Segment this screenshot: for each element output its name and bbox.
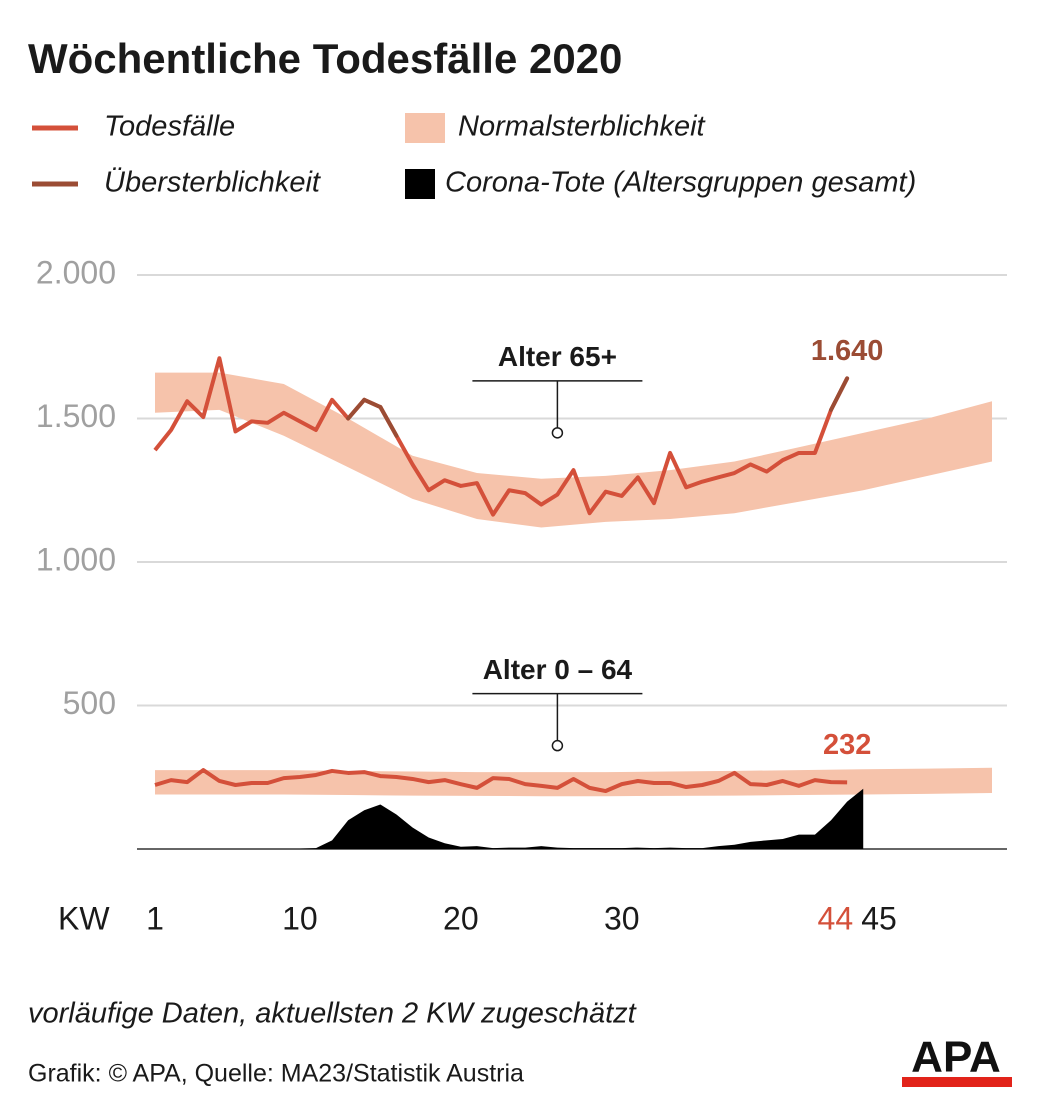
panel-label: Alter 0 – 64 <box>483 654 633 685</box>
source: Grafik: © APA, Quelle: MA23/Statistik Au… <box>28 1060 524 1088</box>
legend-label: Übersterblichkeit <box>104 167 322 199</box>
value-label: 232 <box>823 729 871 761</box>
y-tick-label: 1.000 <box>36 541 116 577</box>
normal-band <box>155 372 992 528</box>
panel-label: Alter 65+ <box>498 341 617 372</box>
x-tick-label: 44 <box>818 900 854 936</box>
legend-swatch <box>405 169 435 199</box>
corona-area <box>155 788 864 849</box>
y-tick-label: 500 <box>63 685 116 721</box>
note: vorläufige Daten, aktuellsten 2 KW zuges… <box>28 998 638 1030</box>
deaths-line <box>153 356 849 517</box>
y-tick-label: 2.000 <box>36 254 116 290</box>
x-tick-label: 1 <box>146 900 164 936</box>
normal-band <box>155 767 992 797</box>
chart-title: Wöchentliche Todesfälle 2020 <box>28 35 622 82</box>
value-label: 1.640 <box>811 335 884 367</box>
logo: APA <box>911 1033 1001 1082</box>
legend-label: Todesfälle <box>104 111 235 143</box>
annotation-dot <box>551 427 564 439</box>
legend-label: Corona-Tote (Altersgruppen gesamt) <box>445 167 916 199</box>
excess-segment <box>829 376 850 412</box>
legend-swatch <box>405 113 445 143</box>
x-tick-label: 10 <box>282 900 318 936</box>
excess-segment <box>346 397 367 421</box>
logo-bar <box>902 1077 1012 1087</box>
x-axis-label: KW <box>58 900 110 936</box>
excess-segment <box>362 397 383 410</box>
legend-label: Normalsterblichkeit <box>458 111 707 143</box>
x-tick-label: 30 <box>604 900 640 936</box>
y-tick-label: 1.500 <box>36 398 116 434</box>
excess-segment <box>378 405 399 438</box>
x-tick-label: 45 <box>861 900 897 936</box>
annotation-dot <box>551 739 564 752</box>
x-tick-label: 20 <box>443 900 479 936</box>
deaths-line <box>154 768 848 794</box>
